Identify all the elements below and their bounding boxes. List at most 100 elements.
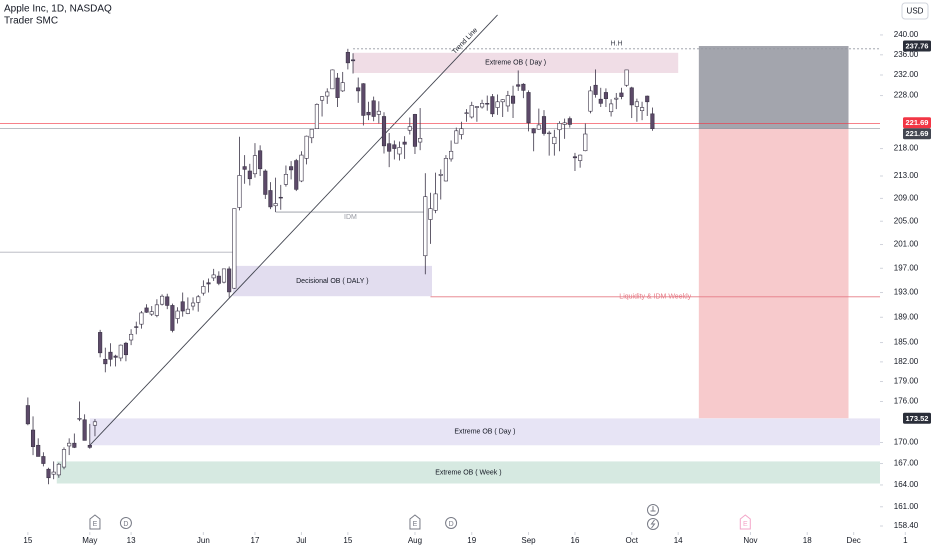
position-loss (698, 128, 849, 419)
candle-body (227, 268, 232, 293)
y-tick-label: 236.00 (894, 50, 919, 59)
candle-body (645, 95, 650, 103)
candle-body (25, 405, 30, 425)
candle-body (335, 77, 340, 98)
candle-body (247, 170, 252, 180)
candle-body (46, 468, 51, 479)
y-tick-label: 164.00 (894, 480, 919, 489)
candle-body (634, 101, 639, 107)
y-tick-label: 228.00 (894, 91, 919, 100)
candle-body (61, 449, 67, 468)
level-label: Liquidity & IDM Weekly (619, 294, 691, 301)
candle-body (490, 96, 495, 115)
candle-body (443, 158, 448, 182)
candle-body (320, 96, 325, 101)
candle-body (603, 92, 608, 99)
candle-body (263, 170, 268, 195)
candle-body (547, 132, 552, 135)
price-badge (903, 128, 931, 140)
currency-button[interactable] (901, 2, 929, 20)
price-badge (903, 412, 931, 424)
candle-body (221, 268, 227, 283)
candle-body (345, 51, 350, 64)
candle-body (371, 100, 376, 117)
chart-title: Apple Inc, 1D, NASDAQ (4, 4, 112, 15)
dividend-icon[interactable] (119, 517, 132, 529)
y-tick-label: 158.40 (894, 521, 919, 530)
order-block-label: Decisional OB ( DALY ) (296, 278, 369, 285)
event-icons (647, 504, 659, 530)
x-tick-label: 18 (803, 536, 812, 545)
dividend-icon[interactable] (445, 517, 458, 529)
candle-body (289, 166, 294, 171)
candle-body (350, 59, 356, 62)
candle-body (103, 358, 108, 365)
y-tick-label: 213.00 (894, 171, 919, 180)
event-label: D (449, 521, 454, 528)
level-label: H.H (610, 41, 622, 48)
y-tick-label: 209.00 (894, 194, 919, 203)
x-tick-label: Jun (197, 536, 210, 545)
candle-body (118, 344, 123, 359)
candle-body (505, 95, 510, 107)
candle-body (459, 128, 464, 135)
x-tick-label: Aug (408, 536, 422, 545)
candle-body (206, 282, 211, 285)
candle-body (258, 150, 263, 170)
event-label: E (743, 521, 748, 528)
candle-body (278, 196, 283, 199)
candle-body (237, 175, 242, 208)
candle-body (454, 130, 459, 144)
price-badge-label: 237.76 (906, 42, 929, 51)
candle-body (299, 154, 304, 182)
candle-body (619, 92, 624, 97)
x-tick-label: 13 (127, 536, 136, 545)
candle-body (67, 442, 72, 447)
axes: 240.00 236.00 232.00 228.00 218.00 213.00 209.… (23, 30, 931, 545)
earnings-icon[interactable] (409, 514, 421, 530)
candle-body (562, 122, 567, 125)
earnings-icon[interactable] (89, 514, 101, 530)
candle-body (407, 126, 412, 131)
candle-body (190, 302, 196, 307)
candle-body (438, 174, 443, 176)
candle-body (87, 444, 92, 448)
candle-body (180, 301, 185, 312)
candle-body (516, 84, 521, 87)
indicator-name: Trader SMC (4, 16, 58, 27)
candle-body (485, 103, 490, 105)
currency-label[interactable]: USD (907, 7, 924, 16)
candle-body (201, 286, 206, 294)
candle-body (650, 113, 655, 129)
event-glyph (650, 506, 656, 512)
order-block (232, 265, 432, 297)
candle-body (464, 112, 469, 114)
candle-body (129, 333, 134, 341)
candle-body (531, 128, 536, 134)
candle-body (474, 106, 479, 108)
x-tick-label: 16 (571, 536, 580, 545)
candle-body (567, 118, 572, 125)
candle-body (268, 190, 273, 208)
earnings-icon[interactable] (739, 514, 751, 530)
candle-body (30, 429, 36, 447)
y-tick-label: 182.00 (894, 357, 919, 366)
candle-body (330, 69, 335, 90)
y-tick-label: 176.00 (894, 397, 919, 406)
x-tick-label: 19 (467, 536, 476, 545)
candle-body (510, 95, 516, 104)
candle-body (366, 111, 371, 116)
order-block-label: Extreme OB ( Day ) (454, 429, 515, 436)
order-block (353, 52, 679, 73)
y-tick-label: 193.00 (894, 288, 919, 297)
y-tick-label: 232.00 (894, 70, 919, 79)
candle-body (588, 90, 593, 112)
candle-body (149, 311, 154, 315)
candle-body (593, 84, 598, 95)
event-glyph (650, 519, 656, 529)
candle-body (252, 155, 258, 175)
candle-body (381, 116, 387, 147)
candle-body (139, 312, 144, 325)
candle-body (56, 463, 61, 476)
